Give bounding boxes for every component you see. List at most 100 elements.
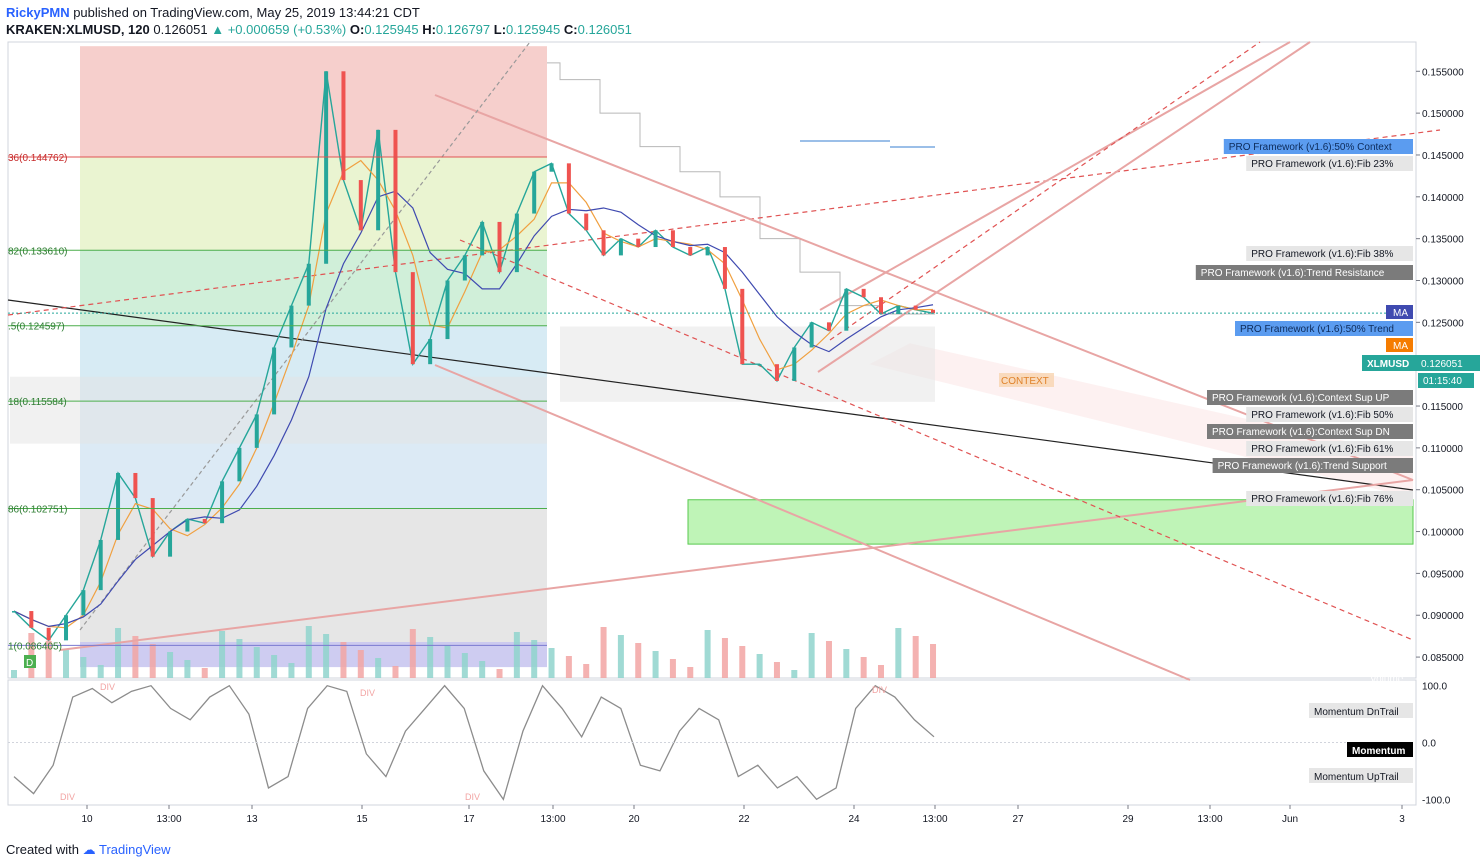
candle bbox=[757, 364, 762, 366]
candle bbox=[254, 414, 259, 448]
fib-zone-bottom bbox=[80, 642, 547, 668]
volume-bar bbox=[704, 630, 711, 678]
tradingview-brand[interactable]: TradingView bbox=[99, 842, 171, 857]
tradingview-logo-icon[interactable]: ☁ bbox=[82, 842, 96, 857]
ma-fast-line bbox=[13, 159, 934, 629]
volume-bar bbox=[375, 658, 382, 678]
volume-bar bbox=[461, 653, 468, 678]
candle bbox=[272, 347, 277, 415]
candle bbox=[81, 590, 86, 616]
pro-framework-label[interactable]: PRO Framework (v1.6):Trend Resistance bbox=[1195, 265, 1413, 280]
pro-framework-label[interactable]: PRO Framework (v1.6):50% Trend bbox=[1235, 321, 1413, 336]
pro-framework-label-text: PRO Framework (v1.6):Trend Resistance bbox=[1201, 268, 1385, 279]
symbol-title[interactable]: KRAKEN:XLMUSD, 120 bbox=[6, 22, 150, 37]
candle bbox=[896, 305, 901, 314]
volume-bar bbox=[97, 665, 104, 678]
candle bbox=[185, 519, 190, 532]
pro-framework-label[interactable]: PRO Framework (v1.6):Fib 38% bbox=[1246, 246, 1413, 261]
pro-framework-label-text: PRO Framework (v1.6):50% Trend bbox=[1240, 324, 1394, 335]
pro-framework-label[interactable]: PRO Framework (v1.6):50% Context bbox=[1223, 139, 1413, 154]
x-tick-label: 17 bbox=[463, 814, 475, 825]
pro-framework-label-bg bbox=[1246, 156, 1413, 171]
x-tick-label: 20 bbox=[628, 814, 640, 825]
candle bbox=[636, 238, 641, 248]
pro-framework-label[interactable]: PRO Framework (v1.6):Fib 50% bbox=[1246, 407, 1413, 422]
y-tick-label: 0.100000 bbox=[1422, 528, 1464, 539]
pro-framework-label-bg bbox=[1212, 458, 1413, 473]
volume-bar bbox=[808, 633, 815, 678]
high-label: H: bbox=[422, 22, 436, 37]
candle bbox=[514, 213, 519, 273]
pro-framework-label[interactable]: PRO Framework (v1.6):Context Sup DN bbox=[1207, 424, 1413, 439]
x-tick-label: 27 bbox=[1012, 814, 1024, 825]
div-label: DIV bbox=[872, 685, 887, 695]
volume-bar bbox=[825, 641, 832, 678]
x-tick-label: 24 bbox=[848, 814, 860, 825]
channel-mid-dashed-line bbox=[459, 239, 1414, 641]
candle bbox=[931, 309, 936, 314]
demand-zone-box bbox=[687, 499, 1414, 545]
volume-bar bbox=[548, 648, 555, 678]
pro-framework-label-bg bbox=[1195, 265, 1413, 280]
candle bbox=[532, 171, 537, 214]
volume-bar bbox=[167, 652, 174, 678]
fib-level-label: .5(0.124597) bbox=[8, 322, 65, 333]
y-tick-label: 0.110000 bbox=[1422, 444, 1463, 455]
candle bbox=[428, 339, 433, 365]
y-tick-label: 0.085000 bbox=[1422, 653, 1464, 664]
candle bbox=[879, 297, 883, 314]
volume-bar bbox=[149, 644, 156, 678]
volume-bar bbox=[11, 670, 17, 678]
volume-bar bbox=[878, 665, 884, 678]
candle bbox=[826, 322, 831, 331]
candle bbox=[289, 305, 294, 348]
candle bbox=[306, 263, 311, 306]
pro-framework-label[interactable]: PRO Framework (v1.6):Context Sup UP bbox=[1207, 390, 1413, 405]
pro-framework-label-bg bbox=[1207, 390, 1413, 405]
candle bbox=[688, 247, 693, 256]
up-channel-bottom bbox=[817, 41, 1311, 373]
d-marker-bg bbox=[24, 655, 36, 668]
candle bbox=[133, 472, 138, 499]
pro-framework-label[interactable]: PRO Framework (v1.6):Fib 76% bbox=[1246, 491, 1413, 506]
countdown-bg bbox=[1418, 373, 1474, 388]
volume-bar bbox=[340, 642, 347, 678]
candle bbox=[566, 163, 571, 214]
candle bbox=[618, 238, 623, 256]
candle bbox=[861, 288, 866, 298]
volume-bar bbox=[912, 636, 919, 678]
pro-framework-label[interactable]: PRO Framework (v1.6):Trend Support bbox=[1212, 458, 1413, 473]
volume-bar bbox=[219, 631, 226, 678]
volume-bar bbox=[565, 656, 572, 678]
price-badge-bg bbox=[1362, 355, 1480, 371]
candle bbox=[480, 221, 485, 256]
candle bbox=[844, 288, 849, 331]
candle bbox=[410, 272, 415, 365]
publisher-link[interactable]: RickyPMN bbox=[6, 5, 70, 20]
pro-framework-label[interactable]: PRO Framework (v1.6):Fib 23% bbox=[1246, 156, 1413, 171]
volume-bar bbox=[652, 651, 659, 678]
y-tick-label: 0.130000 bbox=[1422, 277, 1464, 288]
volume-label: Volume bbox=[1370, 674, 1404, 685]
pro-framework-label-text: PRO Framework (v1.6):50% Context bbox=[1229, 142, 1392, 153]
momentum-y-tick: -100.0 bbox=[1422, 795, 1451, 806]
pro-framework-label[interactable]: PRO Framework (v1.6):Fib 61% bbox=[1246, 441, 1413, 456]
candle bbox=[722, 247, 727, 289]
low-label: L: bbox=[493, 22, 507, 37]
candle bbox=[740, 288, 745, 365]
x-tick-label: 15 bbox=[356, 814, 368, 825]
context-step-line bbox=[547, 62, 935, 315]
last-price: 0.126051 bbox=[153, 22, 208, 37]
volume-bar bbox=[791, 670, 798, 678]
context-band-left bbox=[10, 376, 547, 444]
candle bbox=[376, 129, 381, 231]
fib-level-label: 18(0.115584) bbox=[8, 397, 67, 408]
momentum-label: Momentum bbox=[1352, 746, 1405, 757]
x-tick-label: 13:00 bbox=[922, 814, 947, 825]
price-change: ▲ +0.000659 (+0.53%) bbox=[211, 22, 347, 37]
fib-zone bbox=[80, 508, 547, 646]
div-label: DIV bbox=[360, 688, 375, 698]
volume-bar bbox=[357, 650, 364, 678]
candle bbox=[462, 255, 467, 281]
